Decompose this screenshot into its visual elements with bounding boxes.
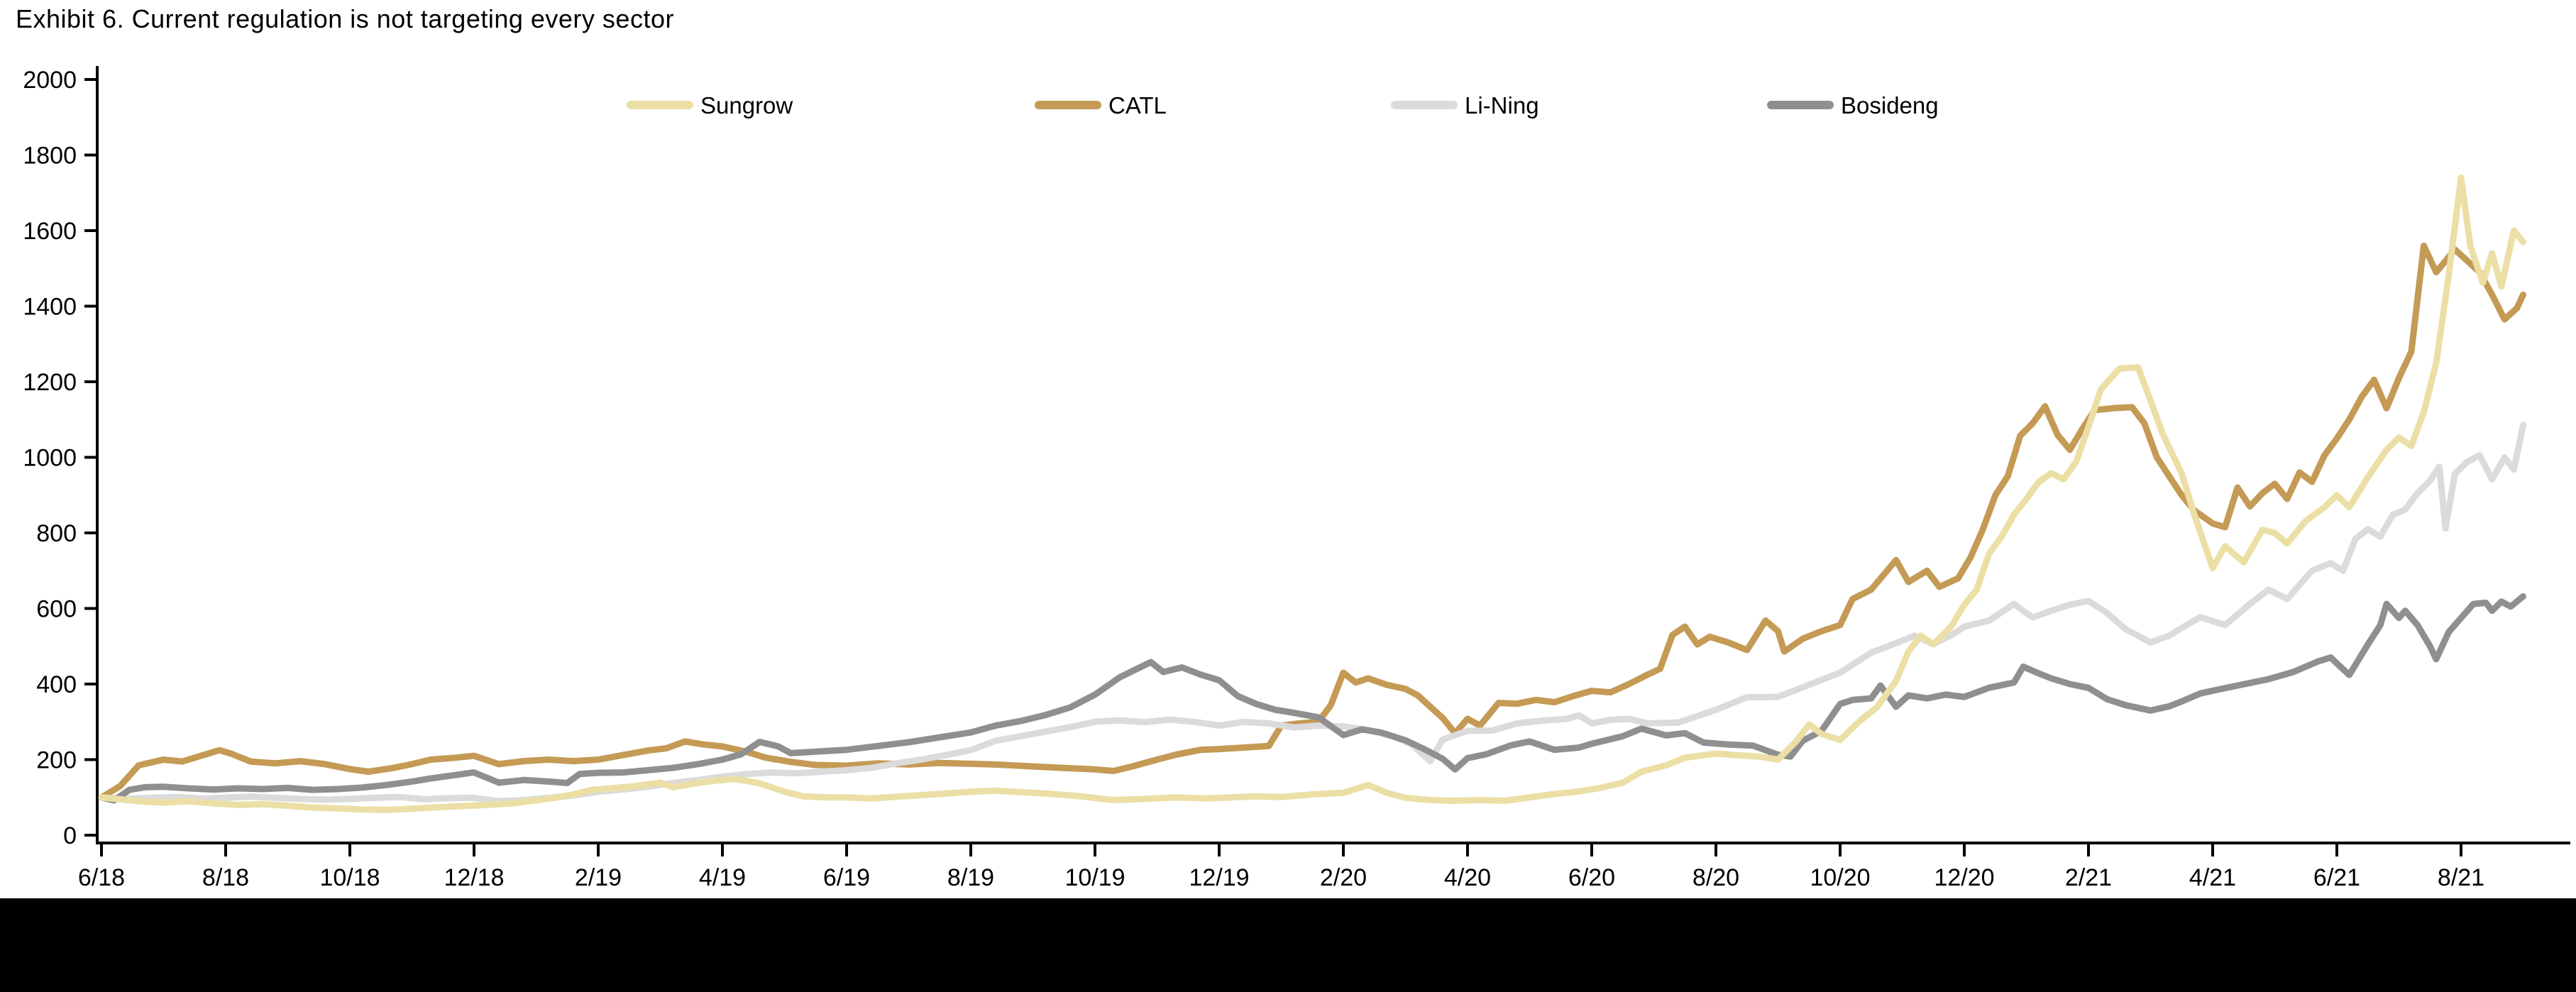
x-axis-tick-label: 12/19 <box>1189 864 1249 891</box>
legend-label-li-ning: Li-Ning <box>1465 92 1539 119</box>
x-axis-tick-label: 10/19 <box>1064 864 1125 891</box>
y-axis-tick-label: 200 <box>36 747 77 774</box>
legend-label-catl: CATL <box>1108 92 1167 119</box>
y-axis-tick-label: 0 <box>63 822 77 849</box>
series-line-catl <box>98 242 2526 801</box>
legend-item-sungrow: Sungrow <box>627 92 793 119</box>
x-axis-tick-label: 8/18 <box>202 864 249 891</box>
legend-swatch-sungrow <box>627 101 693 109</box>
series-line-sungrow <box>98 175 2526 813</box>
x-axis-tick-label: 8/21 <box>2438 864 2484 891</box>
legend-swatch-li-ning <box>1391 101 1458 109</box>
y-axis-tick-label: 600 <box>36 596 77 623</box>
x-axis-tick-label: 8/20 <box>1692 864 1739 891</box>
x-axis-tick-label: 2/20 <box>1320 864 1367 891</box>
x-axis-tick-label: 6/19 <box>823 864 870 891</box>
y-axis-tick-label: 1600 <box>23 218 77 245</box>
x-axis-tick-label: 4/19 <box>699 864 746 891</box>
y-axis-tick-label: 1000 <box>23 445 77 472</box>
series-line-li-ning <box>98 421 2526 805</box>
x-axis-tick-label: 12/18 <box>444 864 504 891</box>
legend-item-bosideng: Bosideng <box>1767 92 1939 119</box>
legend-swatch-bosideng <box>1767 101 1834 109</box>
y-axis-tick-label: 400 <box>36 671 77 698</box>
x-axis-tick-label: 4/20 <box>1444 864 1491 891</box>
legend-item-catl: CATL <box>1035 92 1167 119</box>
x-axis-tick-label: 2/21 <box>2065 864 2112 891</box>
x-axis-tick-label: 6/20 <box>1568 864 1615 891</box>
legend-swatch-catl <box>1035 101 1101 109</box>
series-line-bosideng <box>98 593 2526 804</box>
x-axis-tick-label: 12/20 <box>1934 864 1994 891</box>
line-chart: 0 200 400 600 800 1000 1200 1400 1600 1800 2000 6/1… <box>23 66 2570 891</box>
x-axis-tick-label: 10/18 <box>319 864 380 891</box>
y-axis-tick-label: 1800 <box>23 143 77 170</box>
footer-bar <box>0 898 2576 992</box>
y-axis-tick-label: 1400 <box>23 294 77 321</box>
x-axis-tick-label: 2/19 <box>575 864 622 891</box>
x-axis-tick-label: 4/21 <box>2189 864 2236 891</box>
legend-label-sungrow: Sungrow <box>700 92 793 119</box>
x-axis-tick-label: 6/18 <box>78 864 125 891</box>
y-axis-tick-label: 2000 <box>23 67 77 94</box>
x-axis-tick-label: 6/21 <box>2313 864 2360 891</box>
chart-title: Exhibit 6. Current regulation is not tar… <box>16 4 674 33</box>
y-axis-tick-label: 800 <box>36 520 77 547</box>
legend-item-li-ning: Li-Ning <box>1391 92 1539 119</box>
x-axis-tick-label: 8/19 <box>947 864 994 891</box>
y-axis-tick-label: 1200 <box>23 369 77 396</box>
x-axis-tick-label: 10/20 <box>1810 864 1870 891</box>
legend-label-bosideng: Bosideng <box>1841 92 1939 119</box>
